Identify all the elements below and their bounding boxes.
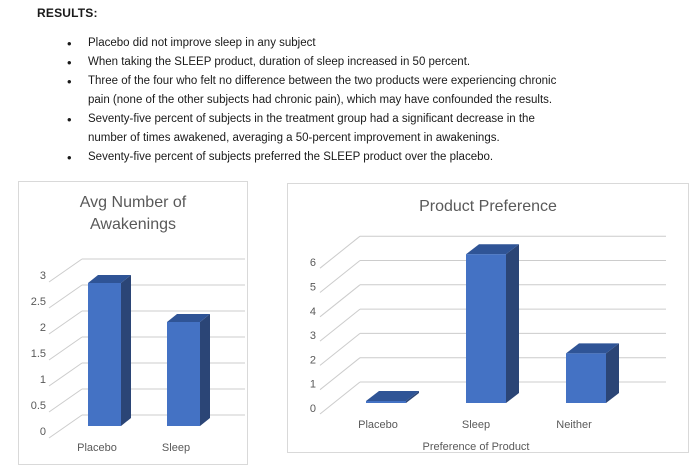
gridline-diagonal: [48, 362, 83, 387]
gridline-diagonal: [319, 381, 361, 415]
y-tick-label: 2: [40, 322, 46, 334]
category-label-sleep: Sleep: [462, 419, 490, 431]
gridline-diagonal: [319, 333, 361, 366]
preference-chart-title: Product Preference: [419, 198, 557, 215]
y-tick-label: 1: [40, 374, 46, 386]
category-label-placebo: Placebo: [358, 419, 398, 431]
bar-placebo: [366, 401, 406, 403]
gridline-diagonal: [319, 284, 361, 318]
gridline-diagonal: [48, 258, 83, 283]
y-tick-label: 0.5: [31, 400, 46, 412]
awakenings-chart: 0 0.5 1 1.5 2 2.5 3 Placebo Sleep: [31, 258, 245, 454]
category-label-placebo: Placebo: [77, 442, 117, 454]
y-tick-label: 1: [310, 379, 316, 391]
gridline-diagonal: [48, 284, 83, 309]
awakenings-chart-panel: Avg Number of Awakenings 0 0.5 1 1.5 2 2.5 3 Pl…: [18, 181, 248, 465]
category-label-sleep: Sleep: [162, 442, 190, 454]
bar-side-sleep: [200, 314, 210, 426]
bar-placebo: [88, 283, 121, 426]
bar-top-sleep: [466, 244, 519, 255]
y-tick-label: 2: [310, 354, 316, 366]
gridline-diagonal: [319, 235, 361, 269]
preference-chart-panel: Product Preference 0 1 2 3 4 5 6 Placebo Sleep Ne…: [287, 183, 689, 453]
y-tick-label: 1.5: [31, 348, 46, 360]
results-heading: RESULTS:: [37, 6, 98, 20]
bullet-item-5: Seventy-five percent of subjects preferr…: [67, 148, 642, 167]
y-tick-label: 0: [40, 426, 46, 438]
awakenings-chart-title: Avg Number of Awakenings: [19, 192, 247, 236]
bar-top-placebo: [366, 391, 419, 401]
bar-side-placebo: [121, 275, 131, 426]
results-bullet-list: Placebo did not improve sleep in any sub…: [67, 34, 642, 167]
gridline-diagonal: [48, 414, 83, 439]
y-tick-label: 3: [40, 270, 46, 282]
bullet-item-4: Seventy-five percent of subjects in the …: [67, 110, 642, 148]
bar-top-neither: [566, 343, 619, 354]
gridline-diagonal: [48, 388, 83, 413]
x-axis-title: Preference of Product: [422, 441, 529, 452]
bar-side-sleep: [506, 244, 519, 403]
y-tick-label: 0: [310, 403, 316, 415]
awakenings-chart-title-line-2: Awakenings: [90, 216, 176, 233]
gridline-diagonal: [319, 308, 361, 342]
y-tick-label: 2.5: [31, 296, 46, 308]
gridline-diagonal: [319, 357, 361, 391]
y-tick-label: 5: [310, 282, 316, 294]
bullet-item-2: When taking the SLEEP product, duration …: [67, 53, 642, 72]
y-tick-label: 6: [310, 257, 316, 269]
y-tick-label: 4: [310, 306, 316, 318]
bar-top-sleep: [167, 314, 210, 322]
bar-sleep: [466, 254, 506, 403]
gridline-diagonal: [48, 336, 83, 361]
category-label-neither: Neither: [556, 419, 592, 431]
bar-side-placebo: [406, 391, 419, 403]
y-tick-label: 3: [310, 330, 316, 342]
gridline-diagonal: [48, 310, 83, 335]
bar-side-neither: [606, 343, 619, 403]
awakenings-chart-title-line-1: Avg Number of: [79, 194, 187, 211]
gridline-diagonal: [319, 260, 361, 293]
preference-chart: 0 1 2 3 4 5 6 Placebo Sleep Neither Preference of …: [310, 235, 666, 452]
bullet-item-3: Three of the four who felt no difference…: [67, 72, 642, 110]
bar-sleep: [167, 322, 200, 426]
bar-top-placebo: [88, 275, 131, 283]
bar-neither: [566, 353, 606, 403]
bullet-item-1: Placebo did not improve sleep in any sub…: [67, 34, 642, 53]
